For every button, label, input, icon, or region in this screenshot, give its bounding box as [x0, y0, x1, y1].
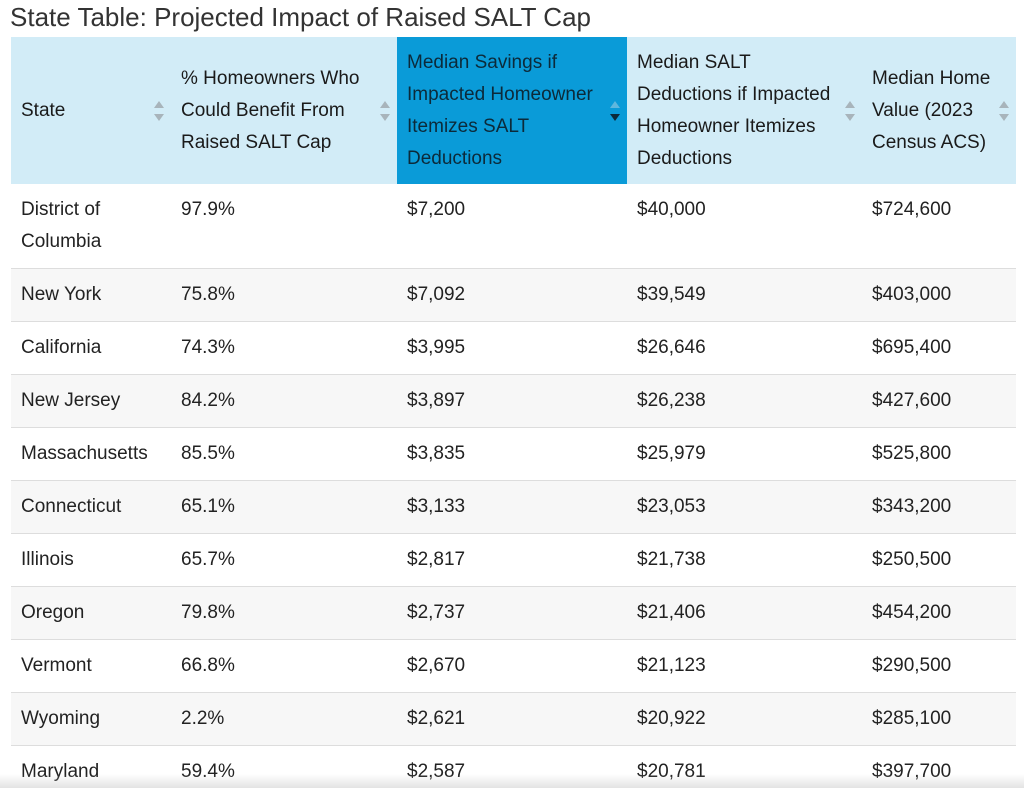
column-header-label: Median Savings if Impacted Homeowner Ite… [407, 51, 593, 169]
cell-median-savings: $2,621 [397, 692, 627, 746]
sort-updown-icon[interactable] [844, 98, 856, 124]
cell-median-home-value: $525,800 [862, 427, 1016, 481]
table-row: New York 75.8% $7,092 $39,549 $403,000 [11, 268, 1016, 322]
table-body: District of Columbia 97.9% $7,200 $40,00… [11, 184, 1016, 788]
cell-median-home-value: $397,700 [862, 745, 1016, 788]
cell-median-salt-deductions: $39,549 [627, 268, 862, 322]
cell-homeowners-benefit: 65.7% [171, 533, 397, 587]
cell-median-salt-deductions: $21,406 [627, 586, 862, 640]
column-header-label: Median Home Value (2023 Census ACS) [872, 67, 991, 153]
cell-state: Vermont [11, 639, 171, 693]
cell-homeowners-benefit: 75.8% [171, 268, 397, 322]
column-header-state[interactable]: State [11, 37, 171, 184]
cell-median-salt-deductions: $21,123 [627, 639, 862, 693]
table-row: Wyoming 2.2% $2,621 $20,922 $285,100 [11, 692, 1016, 746]
cell-median-salt-deductions: $21,738 [627, 533, 862, 587]
table-row: California 74.3% $3,995 $26,646 $695,400 [11, 321, 1016, 375]
table-row: New Jersey 84.2% $3,897 $26,238 $427,600 [11, 374, 1016, 428]
cell-state: Wyoming [11, 692, 171, 746]
cell-median-home-value: $285,100 [862, 692, 1016, 746]
cell-median-home-value: $695,400 [862, 321, 1016, 375]
cell-state: Massachusetts [11, 427, 171, 481]
cell-median-savings: $3,995 [397, 321, 627, 375]
sort-updown-icon[interactable] [998, 98, 1010, 124]
cell-homeowners-benefit: 66.8% [171, 639, 397, 693]
table-row: Oregon 79.8% $2,737 $21,406 $454,200 [11, 586, 1016, 640]
cell-median-home-value: $290,500 [862, 639, 1016, 693]
cell-homeowners-benefit: 97.9% [171, 184, 397, 269]
cell-median-savings: $3,897 [397, 374, 627, 428]
page-title: State Table: Projected Impact of Raised … [10, 2, 591, 32]
column-header-label: % Homeowners Who Could Benefit From Rais… [181, 67, 360, 153]
table-row: Connecticut 65.1% $3,133 $23,053 $343,20… [11, 480, 1016, 534]
cell-median-salt-deductions: $25,979 [627, 427, 862, 481]
table-row: Massachusetts 85.5% $3,835 $25,979 $525,… [11, 427, 1016, 481]
cell-state: New York [11, 268, 171, 322]
sort-updown-icon[interactable] [379, 98, 391, 124]
table-row: Illinois 65.7% $2,817 $21,738 $250,500 [11, 533, 1016, 587]
cell-median-home-value: $724,600 [862, 184, 1016, 269]
table-row: District of Columbia 97.9% $7,200 $40,00… [11, 184, 1016, 269]
salt-state-table: State % Homeowners Who Could Benefit Fro… [11, 37, 1016, 788]
column-header-label: State [21, 99, 66, 121]
cell-homeowners-benefit: 85.5% [171, 427, 397, 481]
cell-homeowners-benefit: 84.2% [171, 374, 397, 428]
table-header: State % Homeowners Who Could Benefit Fro… [11, 37, 1016, 184]
cell-median-savings: $2,587 [397, 745, 627, 788]
cell-median-home-value: $427,600 [862, 374, 1016, 428]
column-header-homeowners-benefit[interactable]: % Homeowners Who Could Benefit From Rais… [171, 37, 397, 184]
cell-homeowners-benefit: 2.2% [171, 692, 397, 746]
cell-median-salt-deductions: $23,053 [627, 480, 862, 534]
sort-updown-icon[interactable] [153, 98, 165, 124]
column-header-label: Median SALT Deductions if Impacted Homeo… [637, 51, 831, 169]
column-header-median-salt-deductions[interactable]: Median SALT Deductions if Impacted Homeo… [627, 37, 862, 184]
cell-state: California [11, 321, 171, 375]
cell-homeowners-benefit: 65.1% [171, 480, 397, 534]
cell-median-salt-deductions: $26,646 [627, 321, 862, 375]
cell-median-home-value: $343,200 [862, 480, 1016, 534]
header-row: State % Homeowners Who Could Benefit Fro… [11, 37, 1016, 184]
cell-median-savings: $2,737 [397, 586, 627, 640]
cell-median-savings: $7,200 [397, 184, 627, 269]
cell-median-savings: $2,670 [397, 639, 627, 693]
cell-homeowners-benefit: 59.4% [171, 745, 397, 788]
table-row: Vermont 66.8% $2,670 $21,123 $290,500 [11, 639, 1016, 693]
cell-median-savings: $7,092 [397, 268, 627, 322]
cell-state: New Jersey [11, 374, 171, 428]
cell-state: Illinois [11, 533, 171, 587]
cell-homeowners-benefit: 74.3% [171, 321, 397, 375]
column-header-median-savings[interactable]: Median Savings if Impacted Homeowner Ite… [397, 37, 627, 184]
sort-down-icon[interactable] [609, 98, 621, 124]
column-header-median-home-value[interactable]: Median Home Value (2023 Census ACS) [862, 37, 1016, 184]
cell-median-home-value: $454,200 [862, 586, 1016, 640]
table-container[interactable]: State % Homeowners Who Could Benefit Fro… [11, 37, 1016, 788]
cell-median-savings: $2,817 [397, 533, 627, 587]
cell-homeowners-benefit: 79.8% [171, 586, 397, 640]
cell-median-salt-deductions: $20,922 [627, 692, 862, 746]
cell-state: Maryland [11, 745, 171, 788]
cell-median-home-value: $403,000 [862, 268, 1016, 322]
cell-state: Connecticut [11, 480, 171, 534]
cell-median-savings: $3,835 [397, 427, 627, 481]
cell-state: Oregon [11, 586, 171, 640]
cell-median-savings: $3,133 [397, 480, 627, 534]
table-row: Maryland 59.4% $2,587 $20,781 $397,700 [11, 745, 1016, 788]
cell-median-salt-deductions: $20,781 [627, 745, 862, 788]
cell-median-salt-deductions: $26,238 [627, 374, 862, 428]
cell-median-home-value: $250,500 [862, 533, 1016, 587]
cell-median-salt-deductions: $40,000 [627, 184, 862, 269]
cell-state: District of Columbia [11, 184, 171, 269]
